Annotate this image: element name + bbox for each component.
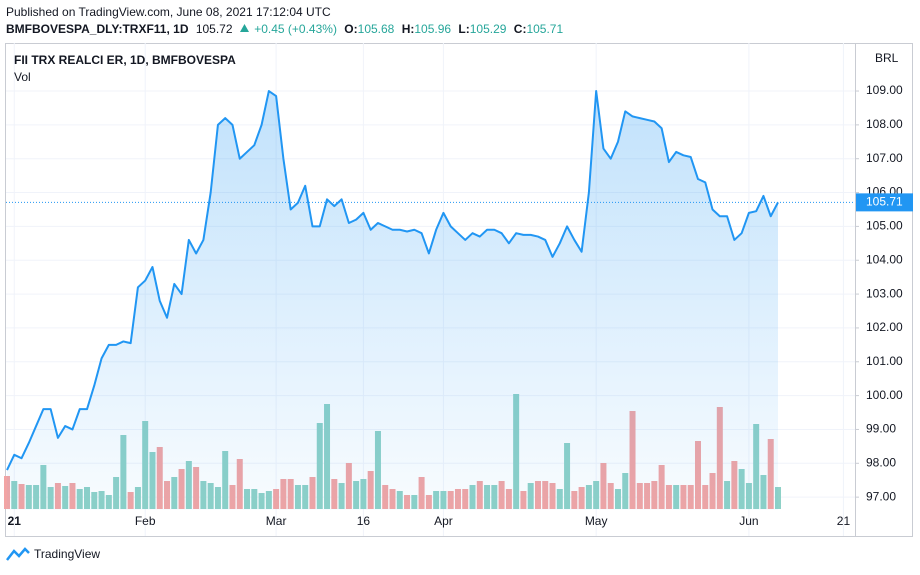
symbol-line: BMFBOVESPA_DLY:TRXF11, 1D 105.72 +0.45 (… bbox=[6, 22, 567, 36]
y-tick-label: 101.00 bbox=[866, 354, 903, 368]
y-tick-label: 105.00 bbox=[866, 219, 903, 233]
ohlc-value: 105.68 bbox=[357, 22, 395, 36]
ohlc-label: C: bbox=[513, 22, 527, 36]
brand: TradingView bbox=[34, 547, 101, 561]
ohlc-value: 105.96 bbox=[414, 22, 452, 36]
y-tick-label: 99.00 bbox=[866, 422, 896, 436]
last-price-label: 105.71 bbox=[866, 195, 903, 209]
x-tick-label: 21 bbox=[837, 514, 851, 528]
ohlc-value: 105.71 bbox=[526, 22, 564, 36]
y-tick-label: 97.00 bbox=[866, 489, 896, 503]
y-tick-label: 104.00 bbox=[866, 252, 903, 266]
ohlc-label: L: bbox=[458, 22, 470, 36]
last-price-box bbox=[856, 193, 913, 212]
price-line bbox=[6, 90, 779, 471]
ohlc-value: 105.29 bbox=[469, 22, 507, 36]
x-tick-label: Mar bbox=[266, 514, 287, 528]
chart-frame bbox=[5, 43, 913, 537]
logo bbox=[6, 547, 30, 561]
chart: FII TRX REALCI ER, 1D, BMFBOVESPA Vol BR… bbox=[4, 43, 913, 537]
y-tick-label: 107.00 bbox=[866, 151, 903, 165]
change: +0.45 (+0.43%) bbox=[254, 22, 337, 36]
x-tick-label: Jun bbox=[739, 514, 758, 528]
price-area bbox=[7, 91, 778, 510]
y-tick-label: 109.00 bbox=[866, 83, 903, 97]
up-arrow bbox=[239, 24, 249, 32]
x-tick-label: Apr bbox=[434, 514, 453, 528]
series-title: FII TRX REALCI ER, 1D, BMFBOVESPA bbox=[14, 53, 236, 67]
price: 105.72 bbox=[195, 22, 233, 36]
y-tick-label: 108.00 bbox=[866, 117, 903, 131]
ohlc-label: H: bbox=[401, 22, 415, 36]
y-tick-label: 98.00 bbox=[866, 455, 896, 469]
x-tick-label: 21 bbox=[8, 514, 22, 528]
y-tick-label: 100.00 bbox=[866, 388, 903, 402]
currency: BRL bbox=[875, 51, 899, 65]
x-tick-label: Feb bbox=[135, 514, 156, 528]
symbol: BMFBOVESPA_DLY:TRXF11, 1D bbox=[6, 22, 189, 36]
y-tick-label: 102.00 bbox=[866, 320, 903, 334]
ohlc-label: O: bbox=[344, 22, 358, 36]
y-tick-label: 103.00 bbox=[866, 286, 903, 300]
x-tick-label: May bbox=[585, 514, 608, 528]
vol-label: Vol bbox=[14, 70, 31, 84]
x-tick-label: 16 bbox=[357, 514, 371, 528]
footer[interactable]: TradingView bbox=[6, 547, 100, 561]
published-line: Published on TradingView.com, June 08, 2… bbox=[6, 5, 331, 19]
